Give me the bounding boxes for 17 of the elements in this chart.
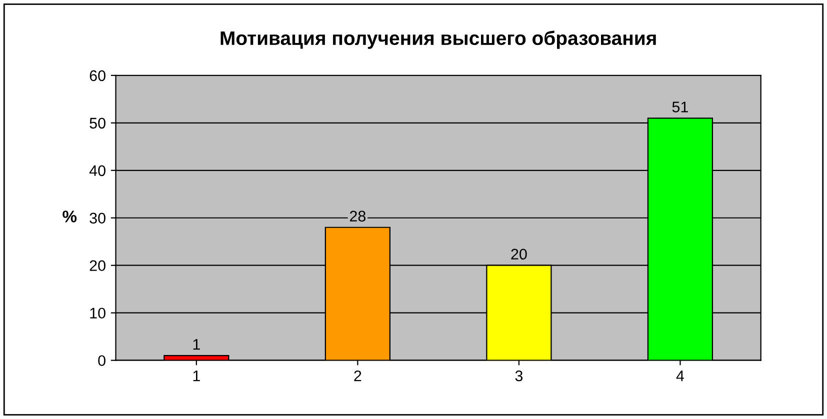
y-tick-label: 10 bbox=[90, 308, 106, 319]
y-axis-title: % bbox=[62, 210, 77, 222]
y-tick-label: 40 bbox=[89, 165, 106, 176]
y-tick-label: 20 bbox=[90, 260, 106, 272]
x-tick-label: 2 bbox=[354, 370, 362, 382]
data-label: 28 bbox=[350, 210, 366, 222]
y-tick-label: 0 bbox=[98, 355, 106, 366]
x-tick-label: 1 bbox=[193, 370, 200, 382]
y-tick-label: 30 bbox=[90, 212, 106, 224]
y-tick-label: 50 bbox=[90, 118, 106, 129]
data-label: 51 bbox=[672, 102, 688, 112]
data-label: 20 bbox=[511, 248, 527, 260]
chart-title: Мотивация получения высшего образования bbox=[220, 30, 656, 49]
y-tick-label: 60 bbox=[90, 70, 106, 82]
data-label: 1 bbox=[193, 339, 200, 350]
x-tick-label: 4 bbox=[676, 370, 684, 382]
x-tick-label: 3 bbox=[515, 370, 523, 382]
